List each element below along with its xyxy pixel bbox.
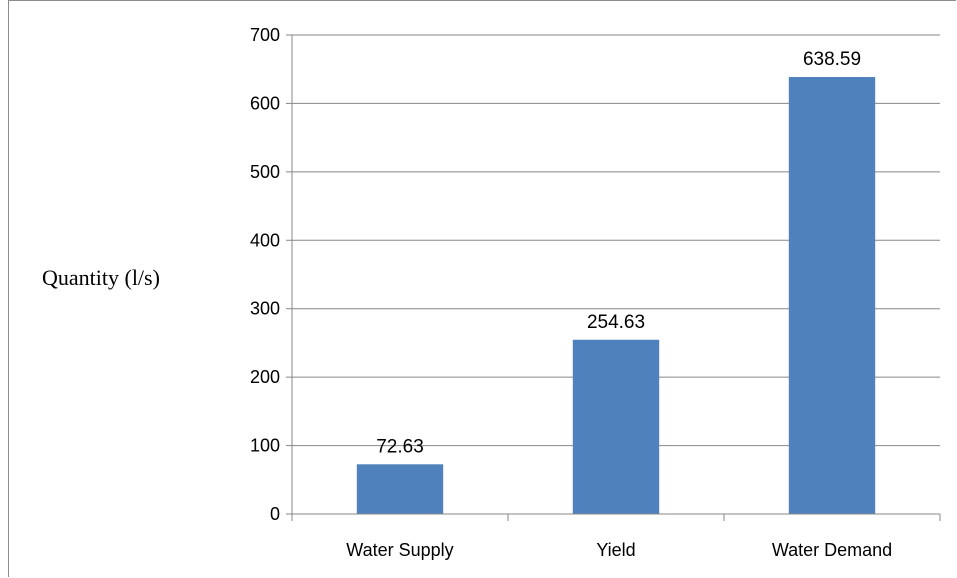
y-tick-label-200: 200 [250, 367, 280, 387]
y-tick-label-0: 0 [270, 504, 280, 524]
y-tick-label-600: 600 [250, 93, 280, 113]
bar-yield [572, 339, 660, 514]
x-tick-label-yield: Yield [596, 540, 635, 560]
x-axis [291, 513, 941, 521]
bar-water-demand [788, 77, 876, 515]
y-tick-label-500: 500 [250, 162, 280, 182]
data-label-water-supply: 72.63 [376, 436, 424, 457]
x-tick-label-water-supply: Water Supply [346, 540, 453, 560]
chart-frame [8, 0, 956, 577]
y-tick-label-300: 300 [250, 299, 280, 319]
data-label-water-demand: 638.59 [803, 49, 861, 70]
data-label-yield: 254.63 [587, 312, 645, 333]
y-tick-label-700: 700 [250, 25, 280, 45]
data-labels: 72.63 254.63 638.59 [376, 49, 861, 457]
bar-water-supply [356, 464, 444, 514]
bars [356, 77, 876, 515]
x-tick-label-water-demand: Water Demand [772, 540, 892, 560]
x-axis-tick-labels: Water Supply Yield Water Demand [346, 540, 892, 560]
y-tick-label-100: 100 [250, 436, 280, 456]
y-axis-label: Quantity (l/s) [42, 265, 160, 290]
y-tick-label-400: 400 [250, 230, 280, 250]
y-axis-tick-labels: 0 100 200 300 400 500 600 700 [250, 25, 280, 524]
